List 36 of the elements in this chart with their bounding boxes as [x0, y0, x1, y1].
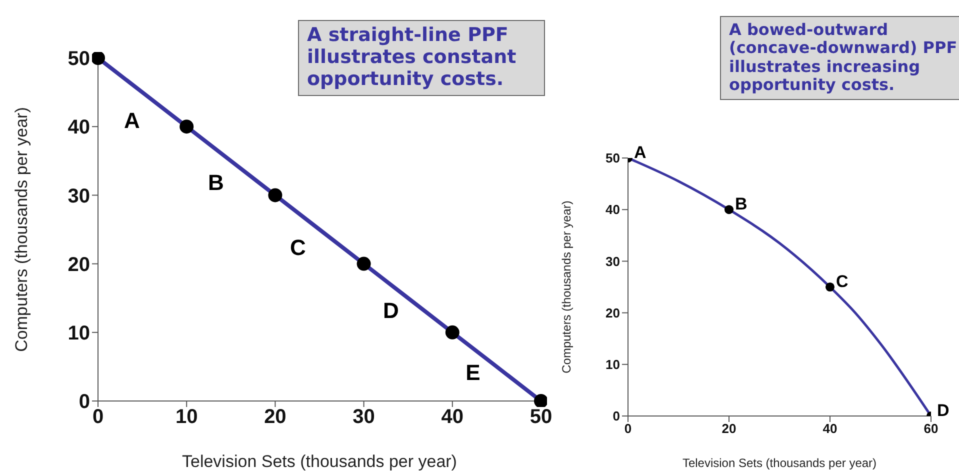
text: A bowed-outward (concave-downward) PPF illustrates increasing opportunity costs.: [720, 16, 959, 100]
x-tick-label: 20: [264, 406, 286, 428]
y-tick-label: 50: [68, 48, 90, 70]
annotation: B: [735, 194, 748, 214]
x-tick-label: 0: [624, 421, 632, 436]
y-axis-title: Computers (thousands per year): [559, 200, 574, 374]
x-tick-label: 20: [722, 421, 736, 436]
y-tick-label: 0: [78, 391, 90, 414]
x-tick-label: 50: [530, 406, 552, 428]
y-tick-label: 10: [68, 322, 90, 344]
x-tick-label: 0: [92, 406, 104, 428]
x-tick-label: 30: [352, 406, 375, 428]
annotation: D: [937, 401, 950, 420]
y-tick-label: 30: [68, 185, 90, 208]
annotation: A straight-line PPF illustrates constant opportunity costs.: [298, 20, 545, 96]
x-tick-label: 60: [924, 421, 938, 436]
annotation: A: [124, 108, 140, 134]
y-tick-label: 20: [68, 254, 90, 276]
x-tick-label: 40: [441, 406, 464, 428]
annotation: C: [836, 272, 848, 292]
x-axis-title: Television Sets (thousands per year): [182, 452, 457, 471]
y-tick-label: 40: [68, 116, 90, 139]
annotation: E: [466, 360, 480, 386]
x-tick-label: 10: [175, 406, 198, 428]
y-axis-title: Computers (thousands per year): [12, 107, 32, 352]
x-tick-label: 40: [822, 421, 838, 436]
y-tick-label: 50: [606, 150, 620, 166]
annotation: A: [634, 143, 646, 162]
y-tick-label: 40: [606, 202, 620, 218]
x-axis-title: Television Sets (thousands per year): [682, 456, 877, 470]
y-tick-label: 20: [606, 305, 620, 320]
annotation: B: [208, 170, 224, 196]
y-tick-label: 30: [606, 254, 620, 269]
annotation: D: [383, 298, 399, 324]
y-tick-label: 10: [606, 357, 620, 372]
annotation: C: [290, 235, 306, 261]
